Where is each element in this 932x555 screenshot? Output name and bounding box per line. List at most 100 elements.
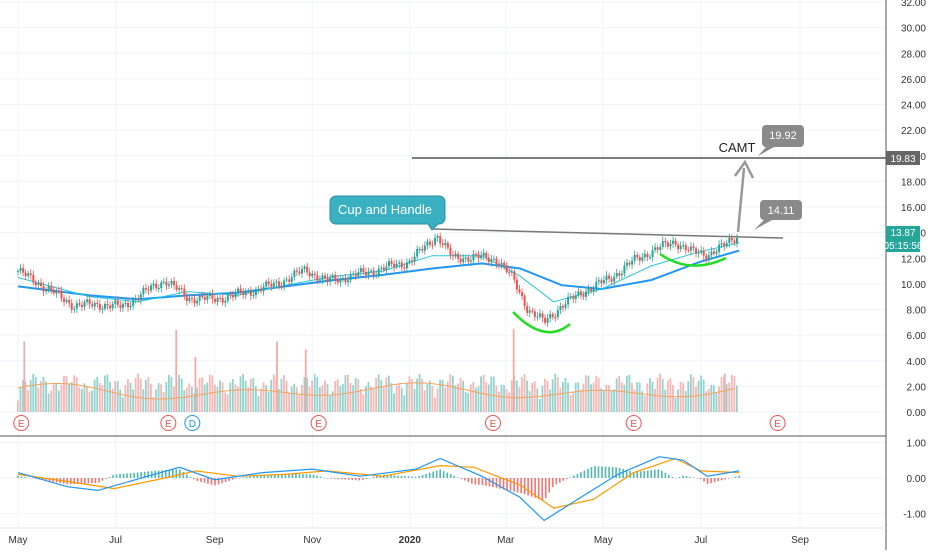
macd-histogram-bar xyxy=(277,474,280,478)
volume-bar xyxy=(45,381,47,412)
volume-bar xyxy=(37,387,40,412)
macd-histogram-bar xyxy=(168,469,171,478)
time-axis[interactable]: May Jul Sep Nov 2020 Mar May Jul Sep xyxy=(9,535,810,546)
candle-body xyxy=(385,266,388,271)
volume-bar xyxy=(661,378,664,412)
current-price-badge-bg xyxy=(886,226,920,252)
macd-histogram-bar xyxy=(731,477,733,479)
candle-body xyxy=(613,276,616,282)
volume-bar xyxy=(654,388,656,412)
macd-axis[interactable]: 1.00 0.00 -1.00 xyxy=(903,439,926,521)
macd-histogram-bar xyxy=(432,471,434,478)
volume-bar xyxy=(538,399,541,412)
volume-bar xyxy=(546,380,549,412)
cup-bottom-curve[interactable] xyxy=(512,311,571,334)
macd-histogram-bar xyxy=(179,469,181,478)
volume-bar xyxy=(98,382,101,412)
macd-histogram-bar xyxy=(323,477,325,479)
target-price-callout[interactable]: 19.92 xyxy=(758,125,804,156)
macd-histogram-bar xyxy=(541,477,544,501)
volume-bar xyxy=(735,385,738,412)
handle-curve[interactable] xyxy=(659,252,727,267)
candle-body xyxy=(633,254,636,261)
macd-histogram-bar xyxy=(668,474,670,478)
volume-bar xyxy=(211,375,214,412)
breakout-price-bubble xyxy=(754,200,802,230)
volume-bar xyxy=(93,379,96,412)
macd-histogram-bar xyxy=(653,469,656,478)
macd-histogram-bar xyxy=(31,477,33,479)
candle-body xyxy=(608,275,611,279)
volume-bar xyxy=(134,377,137,412)
candle-body xyxy=(178,288,181,290)
macd-histogram-bar xyxy=(193,477,195,480)
macd-histogram-bar xyxy=(147,471,149,478)
volume-bar xyxy=(267,392,270,412)
volume-bar xyxy=(63,375,65,412)
candle-body xyxy=(40,282,43,286)
macd-histogram-bar xyxy=(664,472,667,478)
earnings-marker-circle xyxy=(184,415,201,431)
candle-body xyxy=(531,310,534,312)
macd-histogram-bar xyxy=(196,477,199,481)
volume-bar xyxy=(559,387,562,412)
macd-histogram-bar xyxy=(161,470,164,478)
macd-histogram-bar xyxy=(425,473,427,478)
volume-bar xyxy=(88,391,91,412)
volume-bar xyxy=(536,388,539,412)
macd-histogram-bar xyxy=(502,477,505,490)
volume-bar xyxy=(554,373,557,412)
volume-bar xyxy=(403,395,406,412)
volume-bar xyxy=(57,390,60,412)
macd-histogram-bar xyxy=(622,468,624,478)
candle-body xyxy=(697,252,700,254)
candle-body xyxy=(17,271,19,273)
macd-histogram-bar xyxy=(337,477,339,480)
macd-histogram-bar xyxy=(80,477,83,484)
target-price-bubble xyxy=(758,125,804,156)
candle-body xyxy=(45,289,48,292)
macd-histogram-bar xyxy=(523,477,526,495)
macd-histogram-bar xyxy=(587,468,589,478)
breakout-price-label: 14.11 xyxy=(768,205,795,217)
cup-and-handle-callout[interactable]: Cup and Handle xyxy=(329,195,446,231)
macd-pane xyxy=(0,442,886,522)
macd-histogram-bar xyxy=(235,477,237,479)
volume-bar xyxy=(579,389,582,412)
macd-histogram-bar xyxy=(122,473,125,478)
breakout-price-callout[interactable]: 14.11 xyxy=(754,200,802,230)
macd-histogram-bar xyxy=(671,476,674,478)
pattern-drawings[interactable] xyxy=(412,157,886,334)
volume-bar xyxy=(646,383,649,412)
macd-histogram-bar xyxy=(203,477,206,483)
volume-bar xyxy=(55,383,58,412)
candle-body xyxy=(114,300,117,304)
candle-body xyxy=(329,277,332,282)
macd-histogram-bar xyxy=(689,476,691,478)
candle-body xyxy=(88,299,91,305)
candle-body xyxy=(518,289,521,293)
macd-histogram-bar xyxy=(94,477,97,484)
candle-body xyxy=(298,271,301,274)
volume-bar xyxy=(434,397,436,412)
macd-histogram-bar xyxy=(172,469,174,478)
macd-histogram-bar xyxy=(734,476,737,478)
candle-body xyxy=(208,293,211,296)
macd-histogram-bar xyxy=(636,471,639,478)
candle-body xyxy=(63,298,66,302)
candle-body xyxy=(579,291,582,295)
candle-body xyxy=(150,285,153,291)
handle-resistance-line[interactable] xyxy=(431,228,784,239)
volume-bar xyxy=(167,374,170,412)
price-tick-label: 2.00 xyxy=(907,382,927,393)
volume-bar xyxy=(446,381,449,412)
volume-bar xyxy=(370,386,372,412)
macd-histogram-bar xyxy=(724,477,726,480)
candle-body xyxy=(165,281,168,286)
candle-body xyxy=(22,268,25,273)
candle-body xyxy=(462,258,465,263)
macd-histogram-bar xyxy=(266,474,269,478)
candle-body xyxy=(226,294,229,301)
candle-body xyxy=(290,277,293,282)
